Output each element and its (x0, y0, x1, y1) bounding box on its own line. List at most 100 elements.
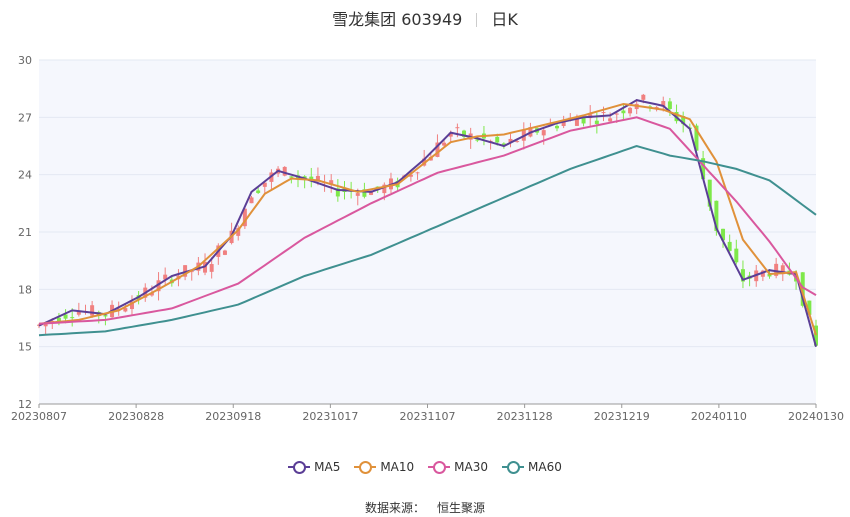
candle-body (335, 188, 340, 197)
x-tick-label: 20230828 (108, 410, 164, 423)
x-tick-label: 20231219 (594, 410, 650, 423)
x-tick-label: 20230918 (205, 410, 261, 423)
candle-body (475, 139, 480, 141)
candle-body (628, 107, 633, 114)
candle-body (123, 308, 128, 312)
candle-body (163, 274, 168, 280)
candle-body (601, 112, 606, 114)
candle-body (814, 325, 818, 346)
candle-body (561, 121, 566, 127)
candle-body (103, 315, 108, 317)
candle-body (442, 142, 447, 146)
candles (37, 93, 818, 347)
candle-body (242, 208, 247, 227)
x-axis: 20230807 20230828 20230918 20231017 20231107… (11, 403, 844, 423)
candle-body (435, 142, 440, 157)
candle-body (236, 228, 241, 236)
candle-body (282, 166, 287, 176)
candle-body (760, 270, 765, 277)
candle-body (541, 130, 546, 136)
candle-body (129, 301, 134, 310)
legend-swatch (288, 461, 311, 474)
candle-body (621, 110, 626, 114)
candle-body (667, 101, 672, 109)
legend-label: MA30 (454, 459, 489, 474)
y-tick-label: 30 (18, 54, 32, 67)
chart-title: 雪龙集团 603949 日K (0, 6, 850, 30)
candle-body (508, 138, 513, 143)
candle-body (661, 101, 666, 107)
candle-body (249, 197, 254, 204)
ma-line-ma60 (38, 144, 817, 337)
candle-body (694, 125, 699, 151)
candle-body (189, 271, 194, 273)
legend-swatch (502, 461, 525, 474)
candle-body (501, 143, 506, 145)
candle-body (415, 172, 420, 174)
candle-body (50, 320, 55, 322)
y-tick-label: 15 (18, 341, 32, 354)
candle-body (309, 176, 314, 181)
candle-body (355, 193, 360, 196)
candle-body (448, 132, 453, 137)
x-tick-label: 20231107 (400, 410, 456, 423)
chart-title-period: 日K (491, 10, 518, 29)
candle-body (594, 120, 599, 124)
candle-body (408, 174, 413, 177)
candle-body (767, 273, 772, 277)
ma-line-ma5 (38, 99, 817, 347)
candle-body (614, 113, 619, 115)
candle-body (581, 117, 586, 124)
candle-body (256, 190, 261, 193)
candle-body (289, 176, 294, 178)
candle-body (727, 241, 732, 251)
candle-body (183, 265, 188, 277)
candle-body (734, 248, 739, 263)
candle-body (222, 250, 227, 255)
legend-item-ma60[interactable]: MA60 (502, 460, 562, 474)
legend-item-ma30[interactable]: MA30 (428, 460, 488, 474)
candle-body (495, 136, 500, 143)
candle-body (315, 175, 320, 182)
legend-label: MA10 (380, 459, 415, 474)
legend-label: MA60 (528, 459, 562, 474)
candle-body (707, 179, 712, 207)
candle-body (774, 263, 779, 276)
candle-body (721, 228, 726, 241)
legend-item-ma10[interactable]: MA10 (354, 460, 414, 474)
candle-body (574, 118, 579, 126)
ma-line-ma30 (38, 116, 817, 325)
y-axis: 12 15 18 21 24 27 30 (18, 54, 32, 411)
x-tick-label: 20230807 (11, 410, 67, 423)
legend: MA5 MA10 MA30 MA60 (0, 459, 850, 474)
candle-body (800, 272, 805, 306)
legend-item-ma5[interactable]: MA5 (288, 460, 340, 474)
candle-body (329, 180, 334, 185)
y-tick-label: 21 (18, 226, 32, 239)
candle-body (641, 94, 646, 100)
candle-body (382, 184, 387, 194)
candle-body (369, 191, 374, 195)
chart-title-name: 雪龙集团 603949 (332, 10, 463, 29)
y-tick-label: 27 (18, 111, 32, 124)
candle-body (515, 141, 520, 143)
candle-body (714, 200, 719, 231)
candle-body (70, 317, 75, 319)
y-tick-label: 24 (18, 169, 32, 182)
candle-body (262, 182, 267, 187)
y-tick-label: 18 (18, 283, 32, 296)
candle-body (807, 300, 812, 315)
candle-body (56, 317, 61, 323)
legend-label: MA5 (314, 459, 341, 474)
legend-swatch (428, 461, 451, 474)
legend-swatch (354, 461, 377, 474)
candle-body (209, 264, 214, 272)
candle-body (76, 311, 81, 315)
candle-body (701, 158, 706, 180)
y-tick-label: 12 (18, 398, 32, 411)
x-tick-label: 20231128 (497, 410, 553, 423)
data-source: 数据来源： 恒生聚源 (0, 499, 850, 516)
candle-body (654, 107, 659, 109)
moving-average-lines (38, 99, 817, 347)
